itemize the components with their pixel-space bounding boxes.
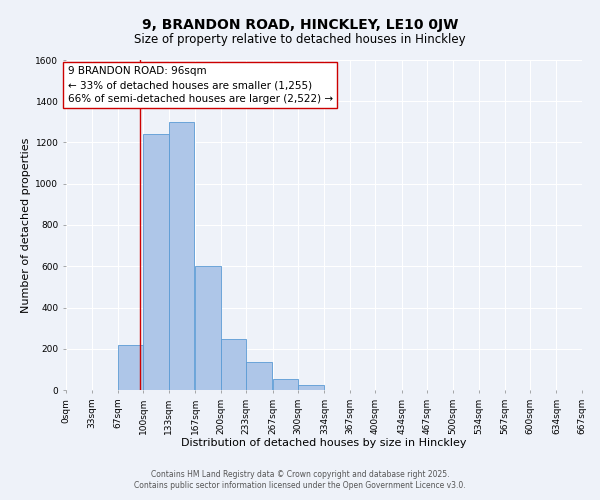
Text: Size of property relative to detached houses in Hinckley: Size of property relative to detached ho… — [134, 32, 466, 46]
Text: Contains HM Land Registry data © Crown copyright and database right 2025.: Contains HM Land Registry data © Crown c… — [151, 470, 449, 479]
Bar — [272, 378, 298, 390]
Bar — [195, 266, 221, 390]
Bar — [169, 122, 194, 390]
Bar — [298, 385, 323, 390]
X-axis label: Distribution of detached houses by size in Hinckley: Distribution of detached houses by size … — [181, 438, 467, 448]
Bar — [221, 340, 246, 390]
Text: 9, BRANDON ROAD, HINCKLEY, LE10 0JW: 9, BRANDON ROAD, HINCKLEY, LE10 0JW — [142, 18, 458, 32]
Bar — [118, 344, 143, 390]
Bar — [246, 362, 272, 390]
Y-axis label: Number of detached properties: Number of detached properties — [21, 138, 31, 312]
Text: 9 BRANDON ROAD: 96sqm
← 33% of detached houses are smaller (1,255)
66% of semi-d: 9 BRANDON ROAD: 96sqm ← 33% of detached … — [68, 66, 332, 104]
Text: Contains public sector information licensed under the Open Government Licence v3: Contains public sector information licen… — [134, 481, 466, 490]
Bar — [143, 134, 169, 390]
